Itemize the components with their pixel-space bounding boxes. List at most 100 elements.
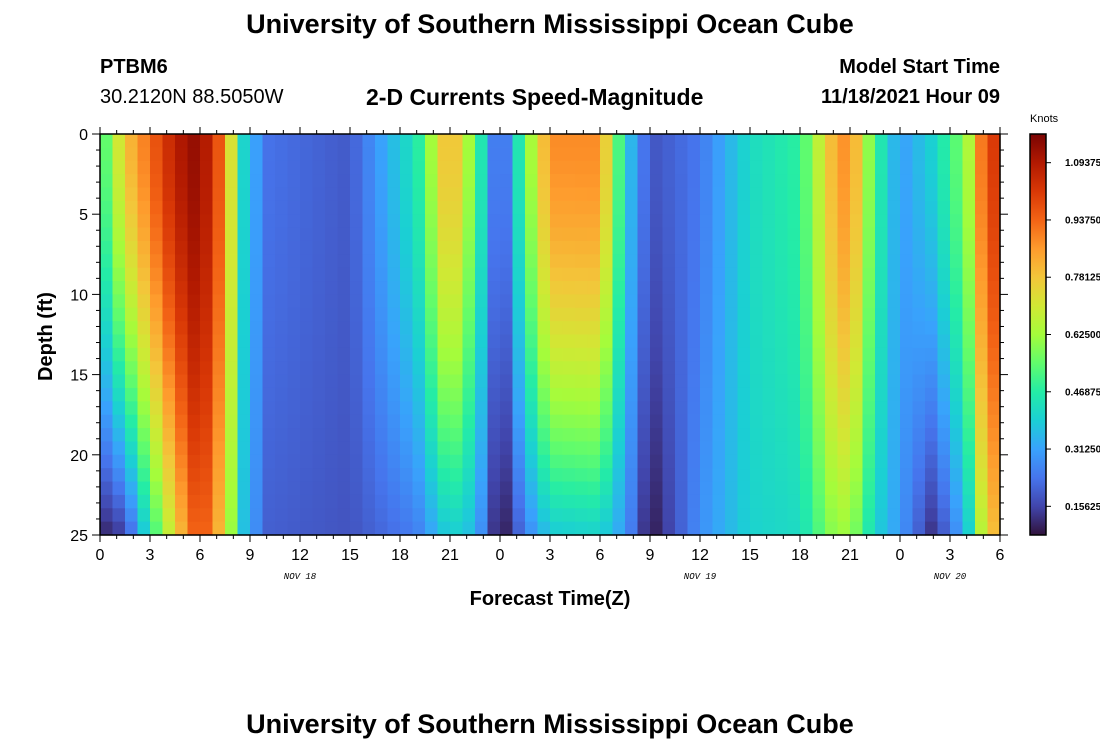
heatmap-cell <box>600 334 614 349</box>
heatmap-cell <box>450 414 464 429</box>
heatmap-cell <box>850 361 864 376</box>
heatmap-cell <box>125 187 139 202</box>
heatmap-cell <box>350 174 364 189</box>
heatmap-cell <box>525 214 539 229</box>
heatmap-cell <box>525 134 539 148</box>
heatmap-cell <box>100 387 114 402</box>
heatmap-cell <box>587 494 601 509</box>
heatmap-cell <box>662 481 676 496</box>
heatmap-cell <box>175 387 189 402</box>
model-start-label: Model Start Time <box>839 56 1000 78</box>
heatmap-cell <box>312 481 326 496</box>
heatmap-cell <box>850 334 864 349</box>
heatmap-cell <box>850 374 864 389</box>
heatmap-cell <box>400 374 414 389</box>
heatmap-cell <box>962 521 976 536</box>
heatmap-cell <box>425 414 439 429</box>
heatmap-cell <box>287 494 301 509</box>
heatmap-cell <box>800 347 814 362</box>
heatmap-cell <box>450 174 464 189</box>
heatmap-cell <box>150 254 164 269</box>
heatmap-cell <box>337 494 351 509</box>
heatmap-cell <box>925 307 939 322</box>
heatmap-cell <box>500 227 514 242</box>
heatmap-cell <box>275 414 289 429</box>
x-tick-label: 18 <box>391 547 409 564</box>
heatmap-cell <box>300 160 314 175</box>
heatmap-cell <box>912 214 926 229</box>
heatmap-cell <box>925 374 939 389</box>
heatmap-cell <box>362 321 376 336</box>
x-tick-label: 0 <box>96 547 105 564</box>
heatmap-cell <box>687 334 701 349</box>
heatmap-cell <box>637 494 651 509</box>
heatmap-cell <box>125 227 139 242</box>
heatmap-cell <box>150 361 164 376</box>
heatmap-cell <box>862 187 876 202</box>
heatmap-cell <box>575 428 589 443</box>
heatmap-cell <box>737 374 751 389</box>
heatmap-cell <box>462 508 476 523</box>
heatmap-cell <box>975 361 989 376</box>
heatmap-cell <box>787 347 801 362</box>
heatmap-cell <box>275 240 289 255</box>
heatmap-cell <box>837 428 851 443</box>
heatmap-cell <box>375 307 389 322</box>
heatmap-cell <box>762 428 776 443</box>
heatmap-cell <box>787 374 801 389</box>
heatmap-cell <box>362 254 376 269</box>
heatmap-cell <box>787 227 801 242</box>
heatmap-cell <box>137 414 151 429</box>
heatmap-cell <box>125 174 139 189</box>
heatmap-cell <box>400 508 414 523</box>
heatmap-cell <box>875 347 889 362</box>
heatmap-cell <box>737 508 751 523</box>
heatmap-cell <box>900 240 914 255</box>
heatmap-cell <box>150 187 164 202</box>
heatmap-cell <box>937 494 951 509</box>
heatmap-cell <box>387 200 401 215</box>
heatmap-cell <box>762 441 776 456</box>
heatmap-cell <box>600 454 614 469</box>
heatmap-cell <box>987 321 1001 336</box>
heatmap-cell <box>400 281 414 295</box>
heatmap-cell <box>550 481 564 496</box>
heatmap-cell <box>187 321 201 336</box>
heatmap-cell <box>737 134 751 148</box>
heatmap-cell <box>237 267 251 282</box>
heatmap-cell <box>475 494 489 509</box>
x-tick-label: 6 <box>596 547 605 564</box>
heatmap-cell <box>662 441 676 456</box>
heatmap-cell <box>550 468 564 483</box>
heatmap-cell <box>575 160 589 175</box>
heatmap-cell <box>950 334 964 349</box>
heatmap-cell <box>225 187 239 202</box>
heatmap-cell <box>800 134 814 148</box>
heatmap-cell <box>225 267 239 282</box>
heatmap-cell <box>587 321 601 336</box>
colorbar-tick-label: 0.46875 <box>1065 387 1100 398</box>
heatmap-cell <box>775 294 789 309</box>
heatmap-cell <box>925 347 939 362</box>
heatmap-cell <box>875 508 889 523</box>
heatmap-cell <box>987 160 1001 175</box>
x-tick-label: 9 <box>646 547 655 564</box>
heatmap-cell <box>775 468 789 483</box>
heatmap-cell <box>775 494 789 509</box>
heatmap-cell <box>262 521 276 536</box>
heatmap-cell <box>187 174 201 189</box>
heatmap-cell <box>300 454 314 469</box>
heatmap-cell <box>312 347 326 362</box>
y-tick-label: 5 <box>79 207 88 224</box>
heatmap-cell <box>337 508 351 523</box>
colorbar-tick-label: 0.62500 <box>1065 330 1100 341</box>
heatmap-cell <box>425 321 439 336</box>
heatmap-cell <box>100 214 114 229</box>
heatmap-cell <box>925 321 939 336</box>
heatmap-cell <box>437 508 451 523</box>
heatmap-cell <box>450 240 464 255</box>
heatmap-cell <box>225 254 239 269</box>
heatmap-cell <box>362 281 376 295</box>
heatmap-cell <box>925 281 939 295</box>
heatmap-cell <box>225 347 239 362</box>
